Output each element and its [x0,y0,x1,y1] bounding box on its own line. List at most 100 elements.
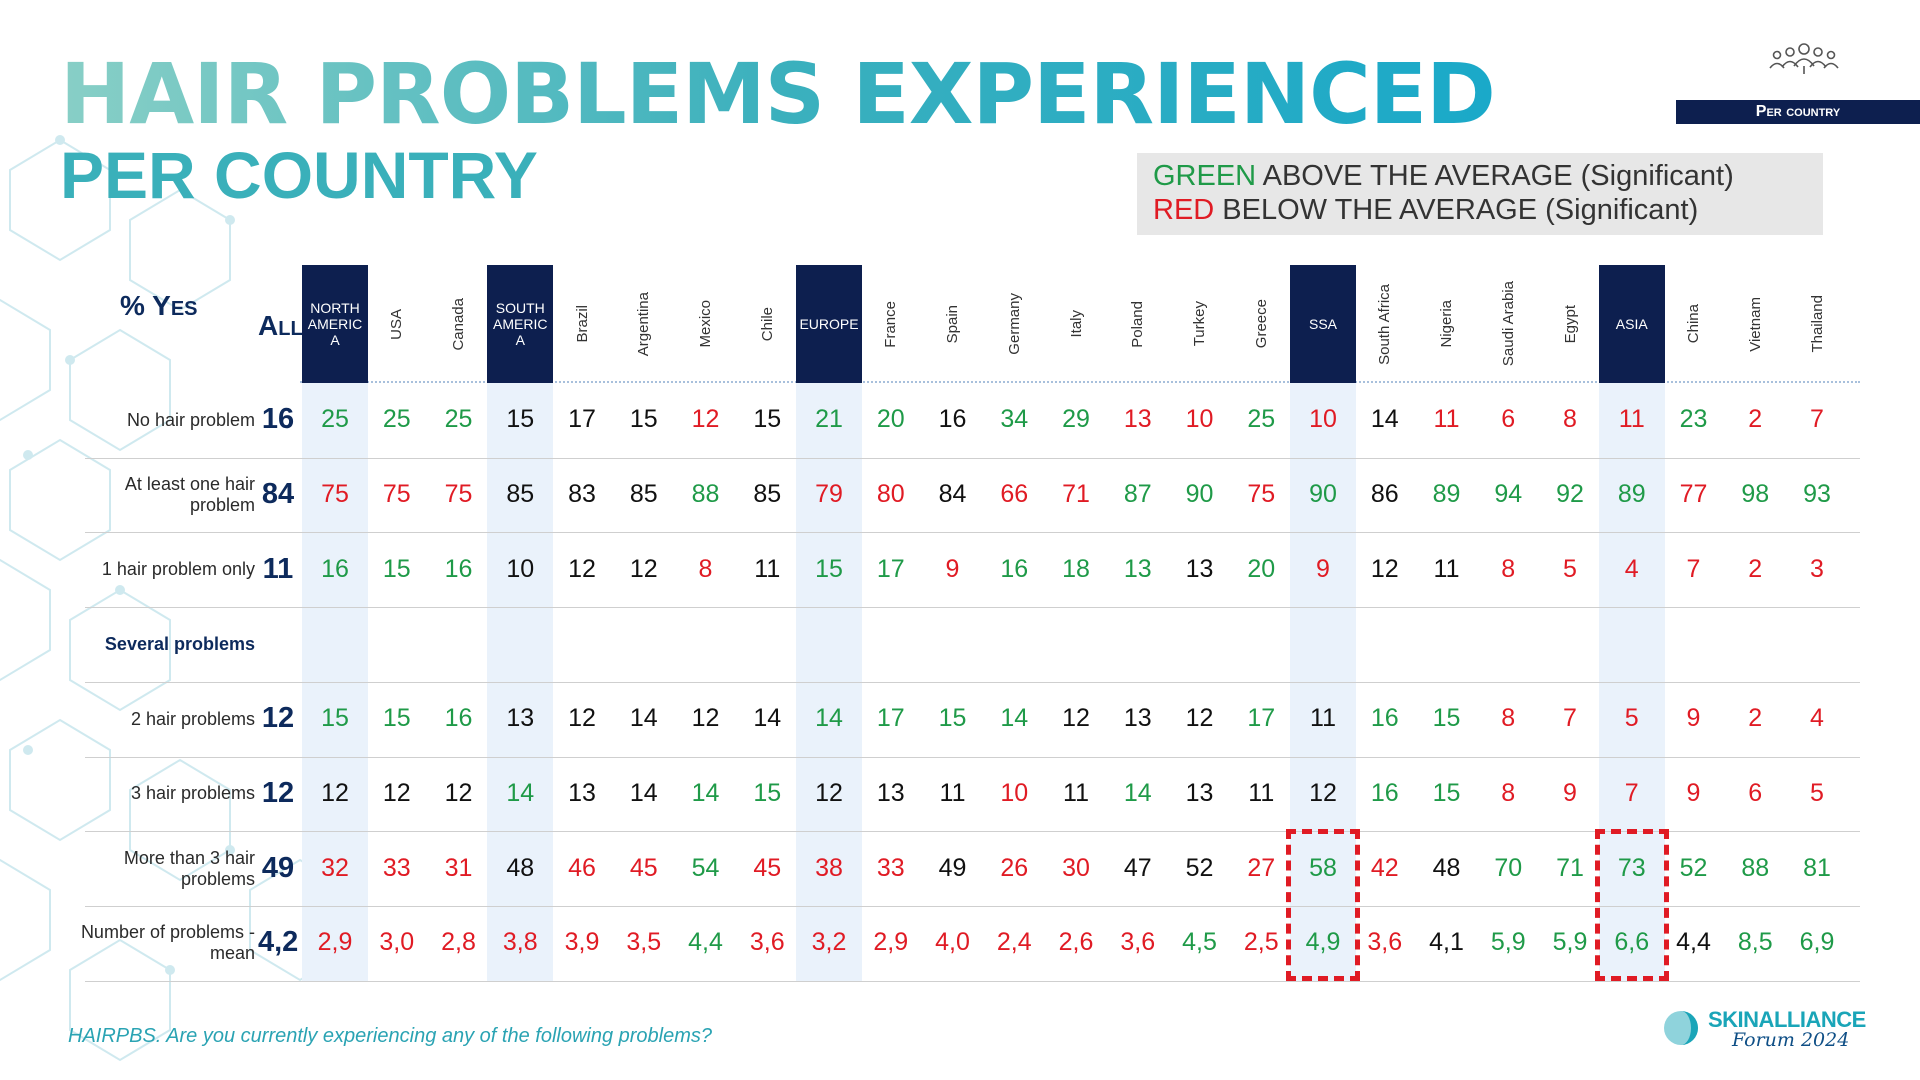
country-header: Egypt [1537,265,1603,383]
region-header: SSA [1290,265,1356,383]
table-cell: 2 [1748,704,1763,733]
highlight-box [1286,829,1360,981]
country-header: Spain [920,265,986,383]
row-label: No hair problem [126,409,255,430]
table-cell: 12 [815,778,843,807]
table-cell: 71 [1556,853,1584,882]
country-header-label: Spain [944,304,961,344]
row-label: 2 hair problems [130,708,255,729]
row-label: At least one hair problem [124,474,255,516]
country-header: Poland [1105,265,1171,383]
country-header-label: China [1685,304,1702,344]
table-cell: 94 [1494,480,1523,509]
table-cell: 2 [1748,554,1763,583]
table-cell: 12 [1309,778,1337,807]
table-cell: 3,2 [811,928,847,957]
corner-label: % Yes [120,290,198,321]
all-value: 16 [261,403,295,436]
table-cell: 11 [1433,405,1460,434]
table-cell: 46 [568,853,596,882]
per-country-badge: Per country [1676,100,1920,124]
country-header-label: Greece [1252,299,1270,349]
table-cell: 12 [444,778,473,807]
table-cell: 8 [1563,405,1577,434]
country-header-label: Nigeria [1438,300,1455,348]
country-header: Thailand [1784,265,1850,383]
table-cell: 14 [815,704,843,733]
table-cell: 66 [1000,480,1029,509]
country-header-label: Germany [1005,293,1023,355]
country-header: Chile [734,265,800,383]
table-cell: 14 [506,778,535,807]
table-cell: 15 [753,405,782,434]
table-cell: 34 [1000,405,1029,434]
table-cell: 75 [1247,480,1276,509]
country-header-label: Italy [1067,310,1085,338]
table-cell: 88 [691,480,720,509]
table-cell: 92 [1556,480,1584,509]
country-header: Saudi Arabia [1475,265,1541,383]
table-cell: 9 [1686,778,1701,807]
row-divider [85,681,1860,683]
table-cell: 12 [691,405,720,434]
table-cell: 2,8 [441,928,476,957]
table-cell: 88 [1741,853,1770,882]
table-cell: 89 [1617,480,1646,509]
table-cell: 4,1 [1429,928,1464,957]
country-header-label: Egypt [1561,304,1579,344]
table-cell: 6 [1748,778,1763,807]
country-header: Turkey [1167,265,1233,383]
table-cell: 11 [1433,554,1460,583]
table-cell: 4,4 [1676,928,1711,957]
all-value: 4,2 [258,926,299,959]
table-cell: 4 [1624,554,1639,583]
table-cell: 70 [1494,853,1523,882]
country-header-label: Vietnam [1746,296,1764,352]
table-cell: 7 [1686,554,1701,583]
country-header: South Africa [1352,265,1418,383]
table-cell: 16 [444,554,473,583]
footnote: HAIRPBS. Are you currently experiencing … [68,1025,713,1047]
table-cell: 11 [939,778,966,807]
table-cell: 17 [876,554,905,583]
table-cell: 23 [1679,405,1708,434]
table-cell: 2,4 [996,928,1032,957]
table-cell: 52 [1679,853,1708,882]
row-divider [85,831,1860,833]
table-cell: 15 [382,554,411,583]
row-divider [85,905,1860,907]
all-value: 12 [261,776,295,809]
logo-forum: Forum 2024 [1732,1029,1850,1051]
table-cell: 12 [1370,554,1399,583]
country-header-label: Poland [1129,300,1147,348]
table-cell: 33 [876,853,905,882]
table-cell: 16 [444,704,473,733]
table-cell: 6,9 [1799,928,1835,957]
country-header: France [858,265,924,383]
country-header-label: Mexico [697,300,714,348]
table-cell: 30 [1062,853,1090,882]
table-cell: 18 [1062,554,1090,583]
all-value: 12 [261,702,295,735]
table-cell: 48 [506,853,535,882]
table-cell: 10 [1309,405,1337,434]
all-column-header: All [258,310,303,341]
row-label: Number of problems - mean [80,922,255,964]
table-cell: 13 [1123,554,1152,583]
table-cell: 14 [629,778,658,807]
table-cell: 17 [1247,704,1276,733]
table-cell: 8 [1501,778,1516,807]
row-label: Several problems [104,633,255,654]
country-header: USA [364,265,430,383]
country-header: Greece [1228,265,1294,383]
table-cell: 13 [568,778,596,807]
country-header: Italy [1043,265,1109,383]
table-cell: 81 [1803,853,1831,882]
all-value: 11 [262,552,294,585]
table-cell: 2,6 [1058,928,1094,957]
table-cell: 38 [815,853,843,882]
table-cell: 7 [1810,405,1824,434]
table-cell: 3 [1810,554,1824,583]
page-subtitle: PER COUNTRY [60,138,538,212]
all-value: 84 [261,478,295,511]
